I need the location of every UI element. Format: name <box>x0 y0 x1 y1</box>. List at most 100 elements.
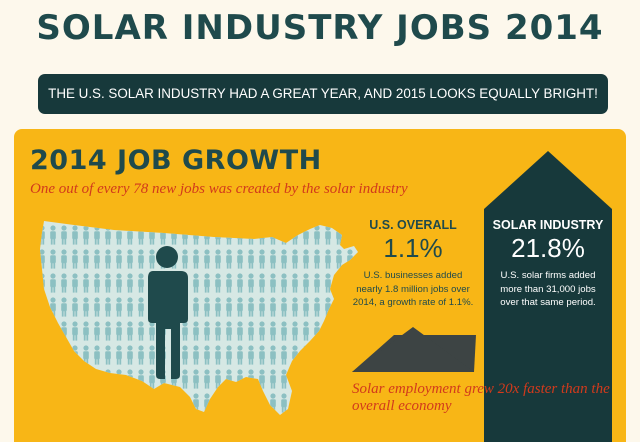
small-person-icon <box>347 417 353 436</box>
small-person-icon <box>40 321 45 341</box>
small-person-icon <box>303 345 309 365</box>
small-person-icon <box>248 369 254 389</box>
small-person-icon <box>325 393 331 413</box>
small-person-icon <box>193 393 199 413</box>
small-person-icon <box>226 393 232 413</box>
small-person-icon <box>83 369 89 389</box>
small-person-icon <box>259 393 265 413</box>
small-person-icon <box>127 369 133 389</box>
small-person-icon <box>336 273 342 293</box>
small-person-icon <box>61 393 67 413</box>
small-person-icon <box>39 417 45 436</box>
small-person-icon <box>248 393 254 413</box>
small-person-icon <box>303 369 309 389</box>
small-person-icon <box>358 345 364 364</box>
us-map-graphic <box>39 151 612 442</box>
section-title: 2014 JOB GROWTH <box>30 145 322 176</box>
small-person-icon <box>72 417 78 436</box>
small-person-icon <box>215 417 221 436</box>
small-person-icon <box>40 345 45 365</box>
small-person-icon <box>138 417 144 436</box>
small-person-icon <box>325 369 331 389</box>
small-person-icon <box>94 417 100 436</box>
small-person-icon <box>237 393 243 413</box>
small-person-icon <box>336 297 342 317</box>
small-person-icon <box>248 417 254 436</box>
small-person-icon <box>226 369 232 389</box>
small-person-icon <box>149 417 155 436</box>
solar-industry-arrow <box>484 151 612 442</box>
small-person-icon <box>61 417 67 436</box>
small-person-icon <box>204 417 210 436</box>
small-person-icon <box>160 417 166 436</box>
small-person-icon <box>182 417 188 436</box>
small-person-icon <box>314 369 320 389</box>
small-person-icon <box>204 393 210 413</box>
small-person-icon <box>215 393 221 413</box>
small-person-icon <box>127 417 133 436</box>
small-person-icon <box>72 369 78 389</box>
small-person-icon <box>116 417 122 436</box>
small-person-icon <box>314 345 320 365</box>
person-icon <box>148 246 188 379</box>
small-person-icon <box>347 321 353 341</box>
small-person-icon <box>40 297 45 317</box>
us-overall-description: U.S. businesses added nearly 1.8 million… <box>352 270 474 308</box>
small-person-icon <box>325 345 331 365</box>
small-person-icon <box>292 369 298 389</box>
small-person-icon <box>105 369 111 389</box>
small-person-icon <box>314 417 320 436</box>
comparison-note: Solar employment grew 20x faster than th… <box>352 381 610 414</box>
small-person-icon <box>105 417 111 436</box>
small-person-icon <box>325 417 331 436</box>
small-person-icon <box>94 369 100 389</box>
small-person-icon <box>336 321 342 341</box>
small-person-icon <box>40 369 45 389</box>
small-person-icon <box>72 393 78 413</box>
small-person-icon <box>358 417 364 436</box>
small-person-icon <box>105 393 111 413</box>
small-person-icon <box>40 273 45 293</box>
small-person-icon <box>193 417 199 436</box>
small-person-icon <box>259 417 265 436</box>
small-person-icon <box>292 417 298 436</box>
small-person-icon <box>138 369 144 389</box>
us-overall-value: 1.1% <box>383 233 443 263</box>
small-person-icon <box>160 393 166 413</box>
small-person-icon <box>50 345 56 365</box>
small-person-icon <box>149 393 155 413</box>
small-person-icon <box>50 369 56 389</box>
small-person-icon <box>336 345 342 365</box>
small-person-icon <box>303 393 309 413</box>
solar-industry-value: 21.8% <box>511 233 585 263</box>
small-person-icon <box>303 417 309 436</box>
small-person-icon <box>40 393 45 413</box>
headline-banner: THE U.S. SOLAR INDUSTRY HAD A GREAT YEAR… <box>38 74 608 114</box>
small-person-icon <box>171 417 177 436</box>
small-person-icon <box>325 321 331 341</box>
small-person-icon <box>83 417 89 436</box>
small-person-icon <box>171 393 177 413</box>
small-person-icon <box>116 369 122 389</box>
small-person-icon <box>127 393 133 413</box>
small-person-icon <box>336 369 342 389</box>
small-person-icon <box>281 225 287 245</box>
small-person-icon <box>182 393 188 413</box>
job-growth-panel: 2014 JOB GROWTH One out of every 78 new … <box>14 129 626 442</box>
small-person-icon <box>292 345 298 365</box>
small-person-icon <box>270 393 276 413</box>
small-person-icon <box>270 417 276 436</box>
small-person-icon <box>237 417 243 436</box>
small-person-icon <box>61 321 67 341</box>
section-subtitle: One out of every 78 new jobs was created… <box>30 181 408 197</box>
solar-industry-description: U.S. solar firms added more than 31,000 … <box>500 270 596 308</box>
small-person-icon <box>226 417 232 436</box>
small-person-icon <box>138 393 144 413</box>
small-person-icon <box>336 393 342 413</box>
small-person-icon <box>358 321 364 340</box>
small-person-icon <box>116 393 122 413</box>
small-person-icon <box>336 417 342 436</box>
small-person-icon <box>61 345 67 365</box>
small-person-icon <box>325 297 331 317</box>
us-overall-label: U.S. OVERALL <box>369 218 457 232</box>
